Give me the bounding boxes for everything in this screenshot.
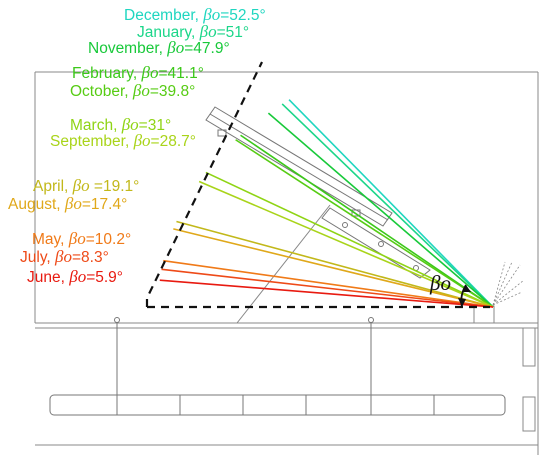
sun-ray-october [235, 139, 494, 308]
tilted-panel [205, 106, 431, 279]
panel-inner-line [209, 113, 389, 221]
clip [351, 209, 361, 217]
fixture-hanger-left [114, 317, 120, 323]
label-value: =39.8° [150, 83, 195, 100]
label-value: =8.3° [72, 249, 109, 266]
angle-arrow-bottom [458, 298, 466, 307]
label-month: August, [8, 196, 65, 213]
label-month: November, [88, 40, 167, 57]
pivot-sunburst-icon [492, 261, 525, 306]
label-value: =41.1° [158, 65, 203, 82]
sun-ray-july [161, 268, 494, 308]
label-value: =47.9° [184, 40, 229, 57]
label-month: July, [20, 249, 55, 266]
sun-ray-may [163, 259, 494, 308]
clip [217, 129, 227, 137]
label-may: May, βo=10.2° [32, 229, 131, 248]
label-october: October, βo=39.8° [70, 81, 195, 100]
sun-rays [159, 99, 494, 308]
label-february: February, βo=41.1° [72, 63, 204, 82]
fixture-tube [49, 394, 506, 416]
label-january: January, βo=51° [137, 22, 249, 41]
label-month: May, [32, 231, 69, 248]
label-september: September, βo=28.7° [50, 131, 196, 150]
label-symbol: βo [133, 131, 151, 150]
sill-block [473, 305, 495, 324]
bolt [342, 222, 348, 228]
sun-ray-december [288, 99, 494, 308]
sun-ray-april [176, 220, 494, 308]
label-august: August, βo=17.4° [8, 194, 127, 213]
label-value: =5.9° [86, 269, 123, 286]
panel-body [205, 106, 393, 227]
label-value: =28.7° [151, 133, 196, 150]
label-symbol: βo [68, 267, 86, 286]
fixture-hanger-right [368, 317, 374, 323]
label-november: November, βo=47.9° [88, 38, 230, 57]
sun-ray-august [173, 228, 494, 308]
label-month: January, [137, 24, 200, 41]
label-symbol: βo [199, 22, 217, 41]
label-month: June, [27, 269, 69, 286]
label-june: June, βo=5.9° [27, 267, 123, 286]
sun-ray-november [267, 112, 494, 308]
label-symbol: βo [68, 229, 86, 248]
sun-ray-june [159, 279, 494, 308]
angle-arrow-top [462, 285, 471, 292]
month-labels: December, βo=52.5°January, βo=51°Novembe… [8, 5, 266, 286]
label-symbol: βo [166, 38, 184, 57]
light-fixtures [49, 317, 506, 416]
label-month: March, [70, 117, 122, 134]
panel-bracket [321, 207, 431, 279]
label-symbol: βo [121, 115, 139, 134]
label-symbol: βo [54, 247, 72, 266]
label-symbol: βo [72, 176, 90, 195]
label-july: July, βo=8.3° [20, 247, 109, 266]
sun-ray-march [205, 171, 494, 308]
label-march: March, βo=31° [70, 115, 171, 134]
label-symbol: βo [132, 81, 150, 100]
label-symbol: βo [141, 63, 159, 82]
label-month: October, [70, 83, 133, 100]
label-value: =52.5° [220, 7, 265, 24]
shading-envelope-left [145, 61, 263, 307]
label-value: =51° [217, 24, 250, 41]
label-symbol: βo [202, 5, 220, 24]
angle-marker-label: βo [429, 271, 451, 295]
bolt [378, 241, 384, 247]
label-symbol: βo [64, 194, 82, 213]
sun-ray-february [240, 134, 494, 308]
label-value: =10.2° [86, 231, 131, 248]
window-frame-lower [522, 396, 536, 432]
window-frame-upper [522, 327, 536, 367]
support-strut [236, 204, 331, 324]
label-value: =19.1° [90, 178, 140, 195]
sun-ray-january [281, 103, 494, 308]
label-december: December, βo=52.5° [124, 5, 266, 24]
label-value: =31° [139, 117, 172, 134]
label-month: December, [124, 7, 203, 24]
label-month: April, [33, 178, 73, 195]
label-value: =17.4° [82, 196, 127, 213]
label-april: April, βo =19.1° [33, 176, 139, 195]
label-month: September, [50, 133, 134, 150]
label-month: February, [72, 65, 142, 82]
building-section [34, 71, 539, 455]
sun-ray-september [198, 180, 494, 308]
